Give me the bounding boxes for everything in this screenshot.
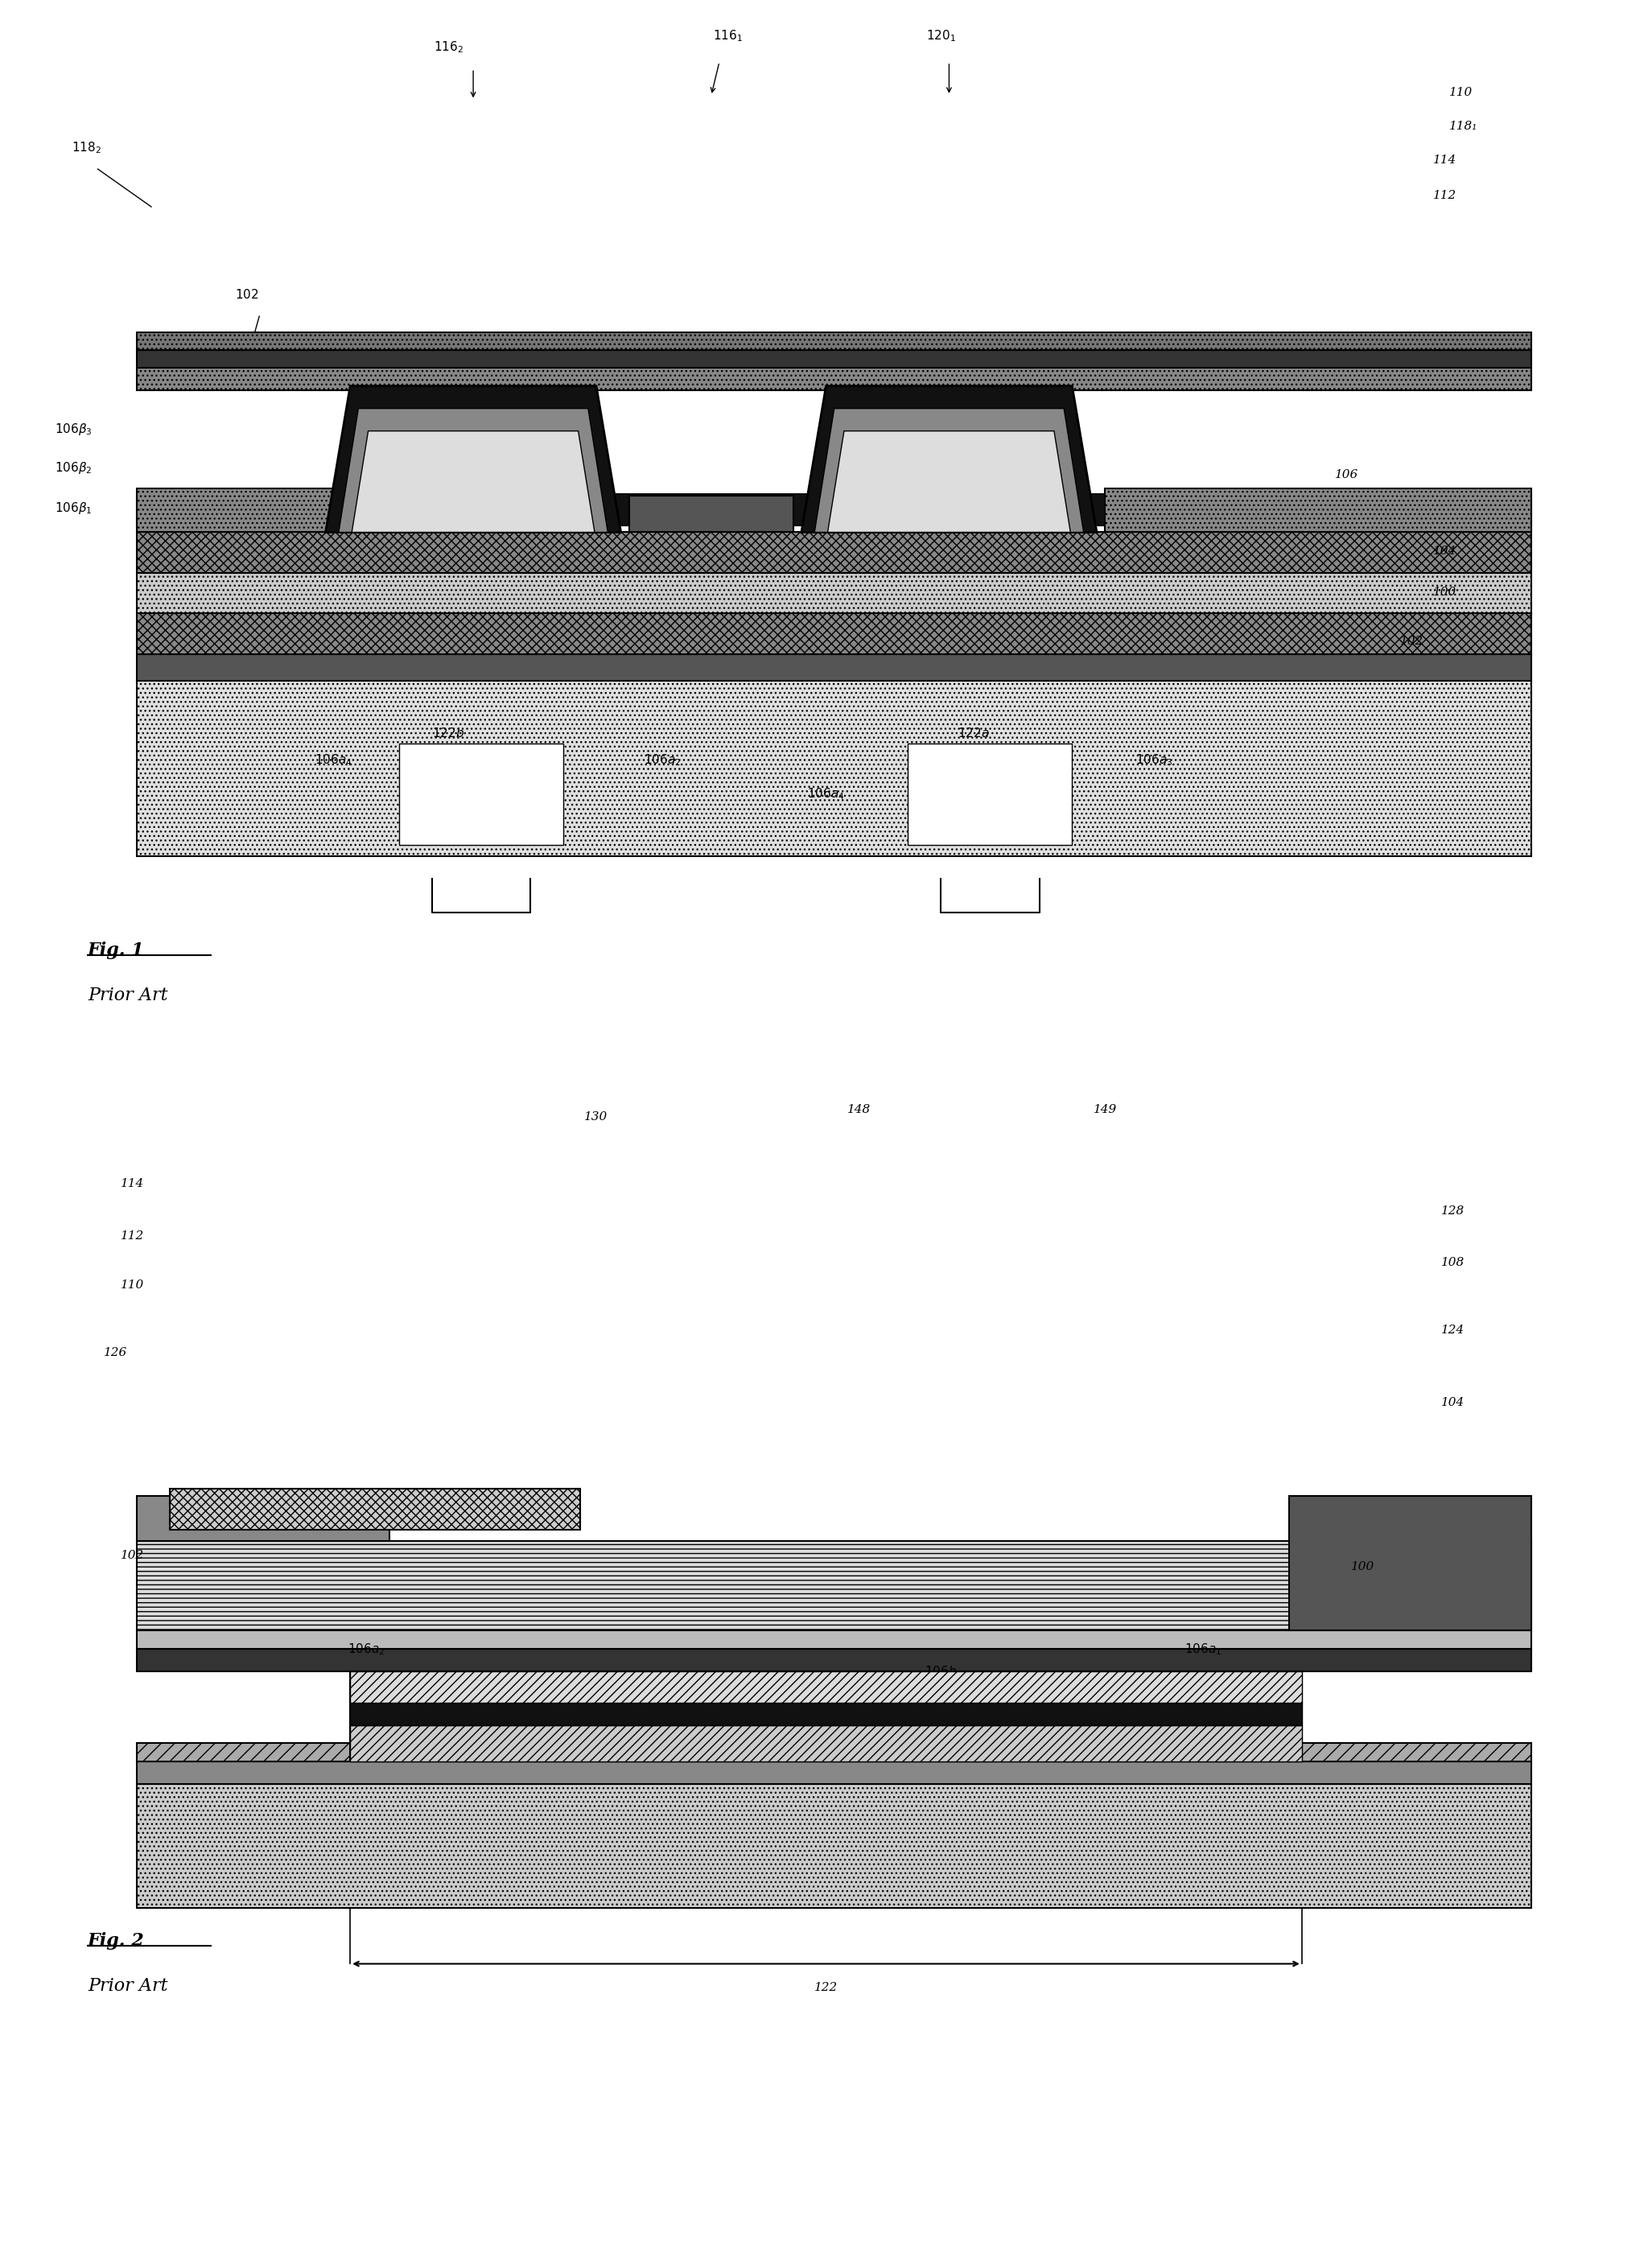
FancyBboxPatch shape	[629, 495, 793, 532]
FancyBboxPatch shape	[350, 1672, 1302, 1703]
Text: $106a_4$: $106a_4$	[316, 753, 352, 767]
Text: $106\beta_3$: $106\beta_3$	[55, 423, 93, 437]
Text: 130: 130	[585, 1111, 608, 1122]
Text: 114: 114	[121, 1179, 144, 1190]
Text: $106a_4$: $106a_4$	[808, 787, 844, 801]
Text: $116_2$: $116_2$	[434, 38, 464, 54]
Text: 110: 110	[121, 1280, 144, 1292]
Text: $102$: $102$	[235, 287, 259, 301]
Text: 108: 108	[1441, 1258, 1465, 1269]
Text: 112: 112	[121, 1231, 144, 1242]
FancyBboxPatch shape	[137, 493, 1531, 525]
Polygon shape	[339, 409, 608, 532]
Text: 112: 112	[1432, 190, 1457, 201]
FancyBboxPatch shape	[137, 1762, 1531, 1785]
Text: 104: 104	[1441, 1396, 1465, 1407]
Text: 100: 100	[1432, 586, 1457, 597]
Text: 124: 124	[1441, 1326, 1465, 1337]
Text: $116_1$: $116_1$	[712, 27, 742, 43]
Text: $106a_3$: $106a_3$	[1135, 753, 1173, 767]
FancyBboxPatch shape	[137, 1785, 1531, 1907]
Text: $122b$: $122b$	[433, 726, 464, 740]
Text: 100: 100	[1351, 1561, 1374, 1572]
Text: 149: 149	[1094, 1104, 1117, 1115]
FancyBboxPatch shape	[137, 489, 425, 532]
FancyBboxPatch shape	[350, 1726, 1302, 1762]
FancyBboxPatch shape	[1289, 1495, 1531, 1631]
Text: 102: 102	[121, 1549, 144, 1561]
Text: $106\beta_2$: $106\beta_2$	[55, 459, 93, 475]
Text: 106: 106	[1335, 470, 1358, 482]
Text: 148: 148	[847, 1104, 871, 1115]
FancyBboxPatch shape	[137, 1631, 1531, 1649]
Text: 122: 122	[814, 1982, 838, 1993]
FancyBboxPatch shape	[137, 654, 1531, 681]
FancyBboxPatch shape	[137, 1744, 1531, 1762]
Text: 118₁: 118₁	[1449, 120, 1479, 131]
Text: $106a_2$: $106a_2$	[643, 753, 681, 767]
Polygon shape	[325, 387, 621, 532]
Text: $106a_2$: $106a_2$	[349, 1642, 385, 1658]
Text: 126: 126	[104, 1348, 127, 1359]
Text: Prior Art: Prior Art	[88, 986, 169, 1004]
Polygon shape	[801, 387, 1097, 532]
FancyBboxPatch shape	[137, 1540, 1531, 1631]
FancyBboxPatch shape	[137, 1495, 390, 1540]
Text: $106\beta_1$: $106\beta_1$	[55, 500, 93, 516]
FancyBboxPatch shape	[1105, 489, 1531, 532]
FancyBboxPatch shape	[137, 351, 1531, 369]
FancyBboxPatch shape	[909, 744, 1072, 846]
Text: $120_1$: $120_1$	[927, 27, 957, 43]
Text: $118_2$: $118_2$	[71, 140, 101, 156]
FancyBboxPatch shape	[350, 1703, 1302, 1726]
Text: Prior Art: Prior Art	[88, 1977, 169, 1995]
Polygon shape	[352, 432, 595, 532]
FancyBboxPatch shape	[137, 369, 1531, 391]
FancyBboxPatch shape	[400, 744, 563, 846]
FancyBboxPatch shape	[137, 681, 1531, 857]
FancyBboxPatch shape	[350, 1672, 1302, 1762]
Text: 102: 102	[1401, 636, 1424, 647]
FancyBboxPatch shape	[170, 1488, 580, 1529]
FancyBboxPatch shape	[137, 333, 1531, 351]
Text: $106b$: $106b$	[925, 1665, 957, 1678]
Text: 114: 114	[1432, 154, 1457, 165]
Polygon shape	[814, 409, 1084, 532]
Text: 110: 110	[1449, 86, 1474, 97]
Text: $122a$: $122a$	[958, 726, 990, 740]
Text: $106a_1$: $106a_1$	[1184, 1642, 1222, 1658]
Text: 128: 128	[1441, 1206, 1465, 1217]
FancyBboxPatch shape	[137, 1649, 1531, 1672]
Text: 104: 104	[1432, 545, 1457, 556]
Text: Fig. 1: Fig. 1	[88, 941, 145, 959]
FancyBboxPatch shape	[137, 532, 1531, 572]
Text: Fig. 2: Fig. 2	[88, 1932, 145, 1950]
FancyBboxPatch shape	[137, 613, 1531, 654]
Polygon shape	[828, 432, 1070, 532]
FancyBboxPatch shape	[137, 572, 1531, 613]
